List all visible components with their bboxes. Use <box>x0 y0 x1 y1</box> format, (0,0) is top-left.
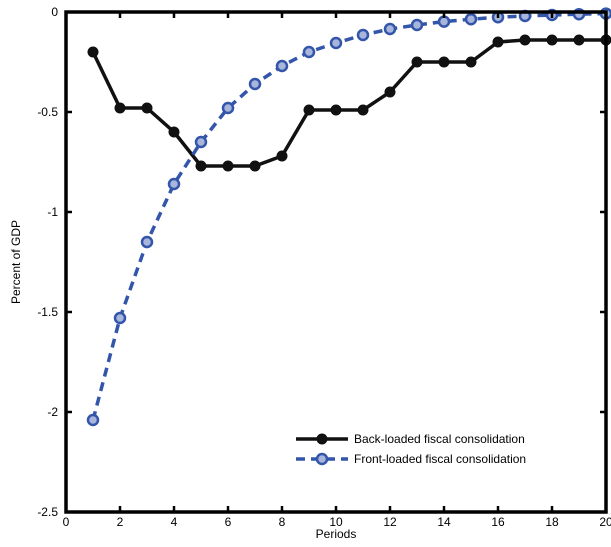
legend-label-front-loaded: Front-loaded fiscal consolidation <box>354 452 526 466</box>
legend-marker-front-loaded <box>315 452 329 466</box>
data-point <box>519 34 531 46</box>
data-point <box>465 56 477 68</box>
legend-marker-back-loaded <box>316 433 328 445</box>
series-line <box>91 38 606 168</box>
x-tick-label: 8 <box>279 515 286 529</box>
data-point <box>357 104 369 116</box>
y-tick-label: -1.5 <box>37 305 58 319</box>
data-point <box>464 12 478 26</box>
data-point <box>356 28 370 42</box>
legend-item-back-loaded: Back-loaded fiscal consolidation <box>296 432 525 446</box>
x-axis-label: Periods <box>316 527 357 541</box>
data-point <box>410 18 424 32</box>
legend-item-front-loaded: Front-loaded fiscal consolidation <box>296 452 526 466</box>
data-point <box>411 56 423 68</box>
data-point <box>492 36 504 48</box>
x-tick-label: 0 <box>63 515 70 529</box>
series-back-loaded <box>87 34 611 172</box>
series-line <box>91 11 607 421</box>
data-point <box>222 160 234 172</box>
ticks-layer: 0 2 4 6 8 10 12 14 16 18 20 0 -0.5 -1 -1.5 -2 -2.5 <box>37 5 611 529</box>
x-tick-label: 6 <box>225 515 232 529</box>
data-point <box>573 34 585 46</box>
data-point <box>195 160 207 172</box>
data-point <box>114 102 126 114</box>
data-point <box>168 126 180 138</box>
data-point <box>194 135 208 149</box>
x-tick-label: 16 <box>491 515 505 529</box>
data-point <box>113 311 127 325</box>
data-point <box>141 102 153 114</box>
data-point <box>437 15 451 28</box>
data-point <box>438 56 450 68</box>
x-tick-label: 14 <box>437 515 451 529</box>
data-point <box>329 36 343 50</box>
data-point <box>87 46 99 58</box>
x-tick-label: 10 <box>329 515 343 529</box>
y-tick-label: -1 <box>47 205 58 219</box>
data-point <box>221 101 235 115</box>
x-tick-label: 2 <box>117 515 124 529</box>
y-tick-label: -2 <box>47 405 58 419</box>
data-point <box>383 22 397 36</box>
legend-label-back-loaded: Back-loaded fiscal consolidation <box>354 432 525 446</box>
data-point <box>140 235 154 249</box>
x-tick-label: 20 <box>599 515 611 529</box>
data-point <box>303 104 315 116</box>
x-tick-label: 18 <box>545 515 559 529</box>
y-tick-label: -2.5 <box>37 505 58 519</box>
series-front-loaded <box>86 7 611 427</box>
data-point <box>302 45 316 59</box>
legend-box <box>292 428 592 472</box>
data-point <box>249 160 261 172</box>
data-point <box>276 150 288 162</box>
data-point <box>86 413 100 427</box>
x-tick-label: 4 <box>171 515 178 529</box>
data-point <box>167 177 181 191</box>
data-point <box>248 77 262 91</box>
legend: Back-loaded fiscal consolidation Front-l… <box>292 428 592 472</box>
data-point <box>330 104 342 116</box>
x-tick-label: 12 <box>383 515 397 529</box>
series-layer <box>86 7 611 427</box>
y-tick-label: -0.5 <box>37 105 58 119</box>
data-point <box>546 34 558 46</box>
data-point <box>384 86 396 98</box>
data-point <box>275 59 289 73</box>
y-axis-label: Percent of GDP <box>9 220 23 304</box>
y-tick-label: 0 <box>51 5 58 19</box>
